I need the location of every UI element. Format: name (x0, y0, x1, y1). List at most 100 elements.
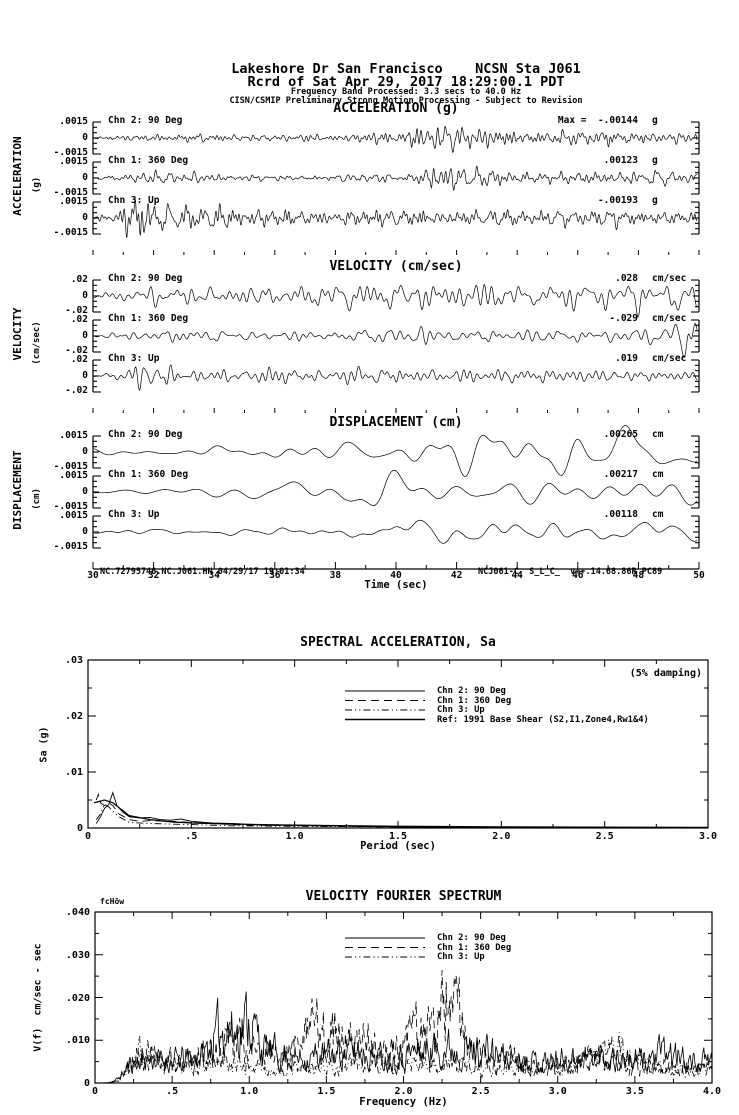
ytick-bottom: -.0015 (53, 541, 88, 552)
channel-label: Chn 3: Up (108, 509, 160, 520)
fourier-ytick: .010 (65, 1035, 90, 1047)
panel-title-displacement: DISPLACEMENT (cm) (329, 415, 463, 430)
fourier-xtick: 4.0 (702, 1086, 722, 1097)
legend-label: Chn 1: 360 Deg (437, 695, 512, 706)
velocity-trace-1 (93, 322, 698, 359)
peak-unit: g (652, 115, 658, 126)
header-record-line: Rcrd of Sat Apr 29, 2017 18:29:00.1 PDT (247, 74, 565, 90)
sa-xtick: 2.5 (595, 831, 614, 842)
xtick-label: 42 (450, 570, 463, 581)
fourier-xtick: 3.0 (548, 1086, 567, 1097)
side-label-displacement: DISPLACEMENT (10, 450, 24, 530)
channel-label: Chn 1: 360 Deg (108, 469, 189, 480)
panel-title-fourier: VELOCITY FOURIER SPECTRUM (305, 889, 502, 904)
xtick-label: 48 (632, 570, 645, 581)
ytick-bottom: -.02 (65, 305, 88, 316)
x-axis-label: Time (sec) (364, 579, 428, 591)
acceleration-trace-1 (93, 165, 698, 192)
footer-record-id: NC.72795746.NC.J061.HN 04/29/17 19:01:34 (100, 567, 305, 577)
velocity-trace-0 (93, 283, 698, 318)
ytick-top: .0015 (59, 196, 88, 207)
peak-unit: g (652, 155, 658, 166)
xtick-label: 38 (329, 570, 342, 581)
sa-ytick: 0 (76, 823, 83, 834)
sa-xtick: 1.0 (285, 831, 304, 842)
peak-unit: cm (652, 509, 664, 520)
channel-label: Chn 1: 360 Deg (108, 313, 189, 324)
legend-label: Chn 2: 90 Deg (437, 686, 506, 696)
channel-label: Chn 2: 90 Deg (108, 273, 183, 284)
ytick-zero: 0 (82, 172, 88, 183)
xtick-label: 40 (390, 570, 402, 581)
fourier-xtick: .5 (166, 1086, 179, 1097)
legend-label: Chn 1: 360 Deg (437, 942, 512, 953)
ytick-zero: 0 (82, 526, 88, 537)
peak-unit: g (652, 195, 658, 206)
velocity-trace-2 (93, 364, 698, 391)
xtick-label: 36 (269, 570, 281, 581)
acceleration-waveforms (92, 121, 700, 255)
displacement-waveforms (92, 425, 700, 570)
fourier-xtick: 1.0 (240, 1086, 259, 1097)
fourier-curve-2 (95, 1032, 713, 1084)
channel-label: Chn 2: 90 Deg (108, 429, 183, 440)
sa-curve-2 (95, 803, 709, 829)
sa-xlabel: Period (sec) (360, 840, 436, 852)
ytick-bottom: -.02 (65, 345, 88, 356)
legend-label: Chn 3: Up (437, 952, 485, 962)
channel-label: Chn 2: 90 Deg (108, 115, 183, 126)
sa-ytick: .03 (64, 655, 83, 666)
side-label-acceleration: ACCELERATION (10, 136, 24, 216)
ytick-bottom: -.0015 (53, 187, 88, 198)
ytick-bottom: -.0015 (53, 227, 88, 238)
sa-curve-3 (94, 799, 709, 829)
peak-unit: cm (652, 429, 664, 440)
peak-value: .00217 (603, 469, 638, 480)
fourier-ytick: .030 (65, 949, 90, 961)
ytick-top: .0015 (59, 430, 88, 441)
header-band-line: Frequency Band Processed: 3.3 secs to 40… (290, 87, 522, 97)
ytick-bottom: -.0015 (53, 461, 88, 472)
sa-ytick: .01 (64, 767, 83, 778)
peak-value: .019 (615, 353, 638, 364)
footer-version-id: NCJ061-C S_L_C_ v++.14.68.86R PC89 (478, 567, 663, 577)
peak-value: .00123 (603, 155, 638, 166)
panel-title-sa: SPECTRAL ACCELERATION, Sa (300, 635, 496, 650)
sa-ytick: .02 (64, 711, 83, 722)
channel-label: Chn 1: 360 Deg (108, 155, 189, 166)
sa-ylabel: Sa (g) (38, 726, 50, 763)
xtick-label: 50 (693, 570, 705, 581)
sa-xtick: 0 (84, 831, 92, 842)
ytick-zero: 0 (82, 330, 88, 341)
header-processing-line: CISN/CSMIP Preliminary Strong Motion Pro… (229, 96, 583, 106)
panel-title-acceleration: ACCELERATION (g) (333, 101, 459, 116)
peak-value: .028 (615, 273, 638, 284)
fourier-xlabel: Frequency (Hz) (359, 1096, 448, 1108)
fourier-spectrum-plot (94, 911, 713, 1084)
sa-curve-1 (95, 792, 709, 829)
ytick-top: .0015 (59, 156, 88, 167)
fourier-curve-0 (95, 991, 713, 1084)
peak-unit: cm (652, 469, 664, 480)
fourier-ytick: .040 (65, 907, 90, 918)
sa-xtick: 2.0 (492, 831, 511, 842)
fourier-ylabel: V(f) cm/sec - sec (32, 943, 44, 1052)
ytick-zero: 0 (82, 446, 88, 457)
legend-label: Chn 3: Up (437, 705, 485, 715)
peak-unit: cm/sec (652, 313, 687, 324)
fourier-curve-1 (95, 969, 713, 1084)
displacement-trace-1 (94, 469, 698, 506)
ytick-zero: 0 (82, 132, 88, 143)
peak-unit: cm/sec (652, 353, 687, 364)
ytick-bottom: -.02 (65, 385, 88, 396)
ytick-zero: 0 (82, 212, 88, 223)
sa-xtick: 3.0 (698, 831, 718, 842)
ytick-zero: 0 (82, 486, 88, 497)
fourier-ytick: .020 (65, 992, 90, 1004)
xtick-label: 30 (87, 570, 99, 581)
ytick-zero: 0 (82, 290, 88, 301)
fourier-xtick: 3.5 (625, 1086, 644, 1097)
velocity-waveforms (92, 279, 700, 413)
